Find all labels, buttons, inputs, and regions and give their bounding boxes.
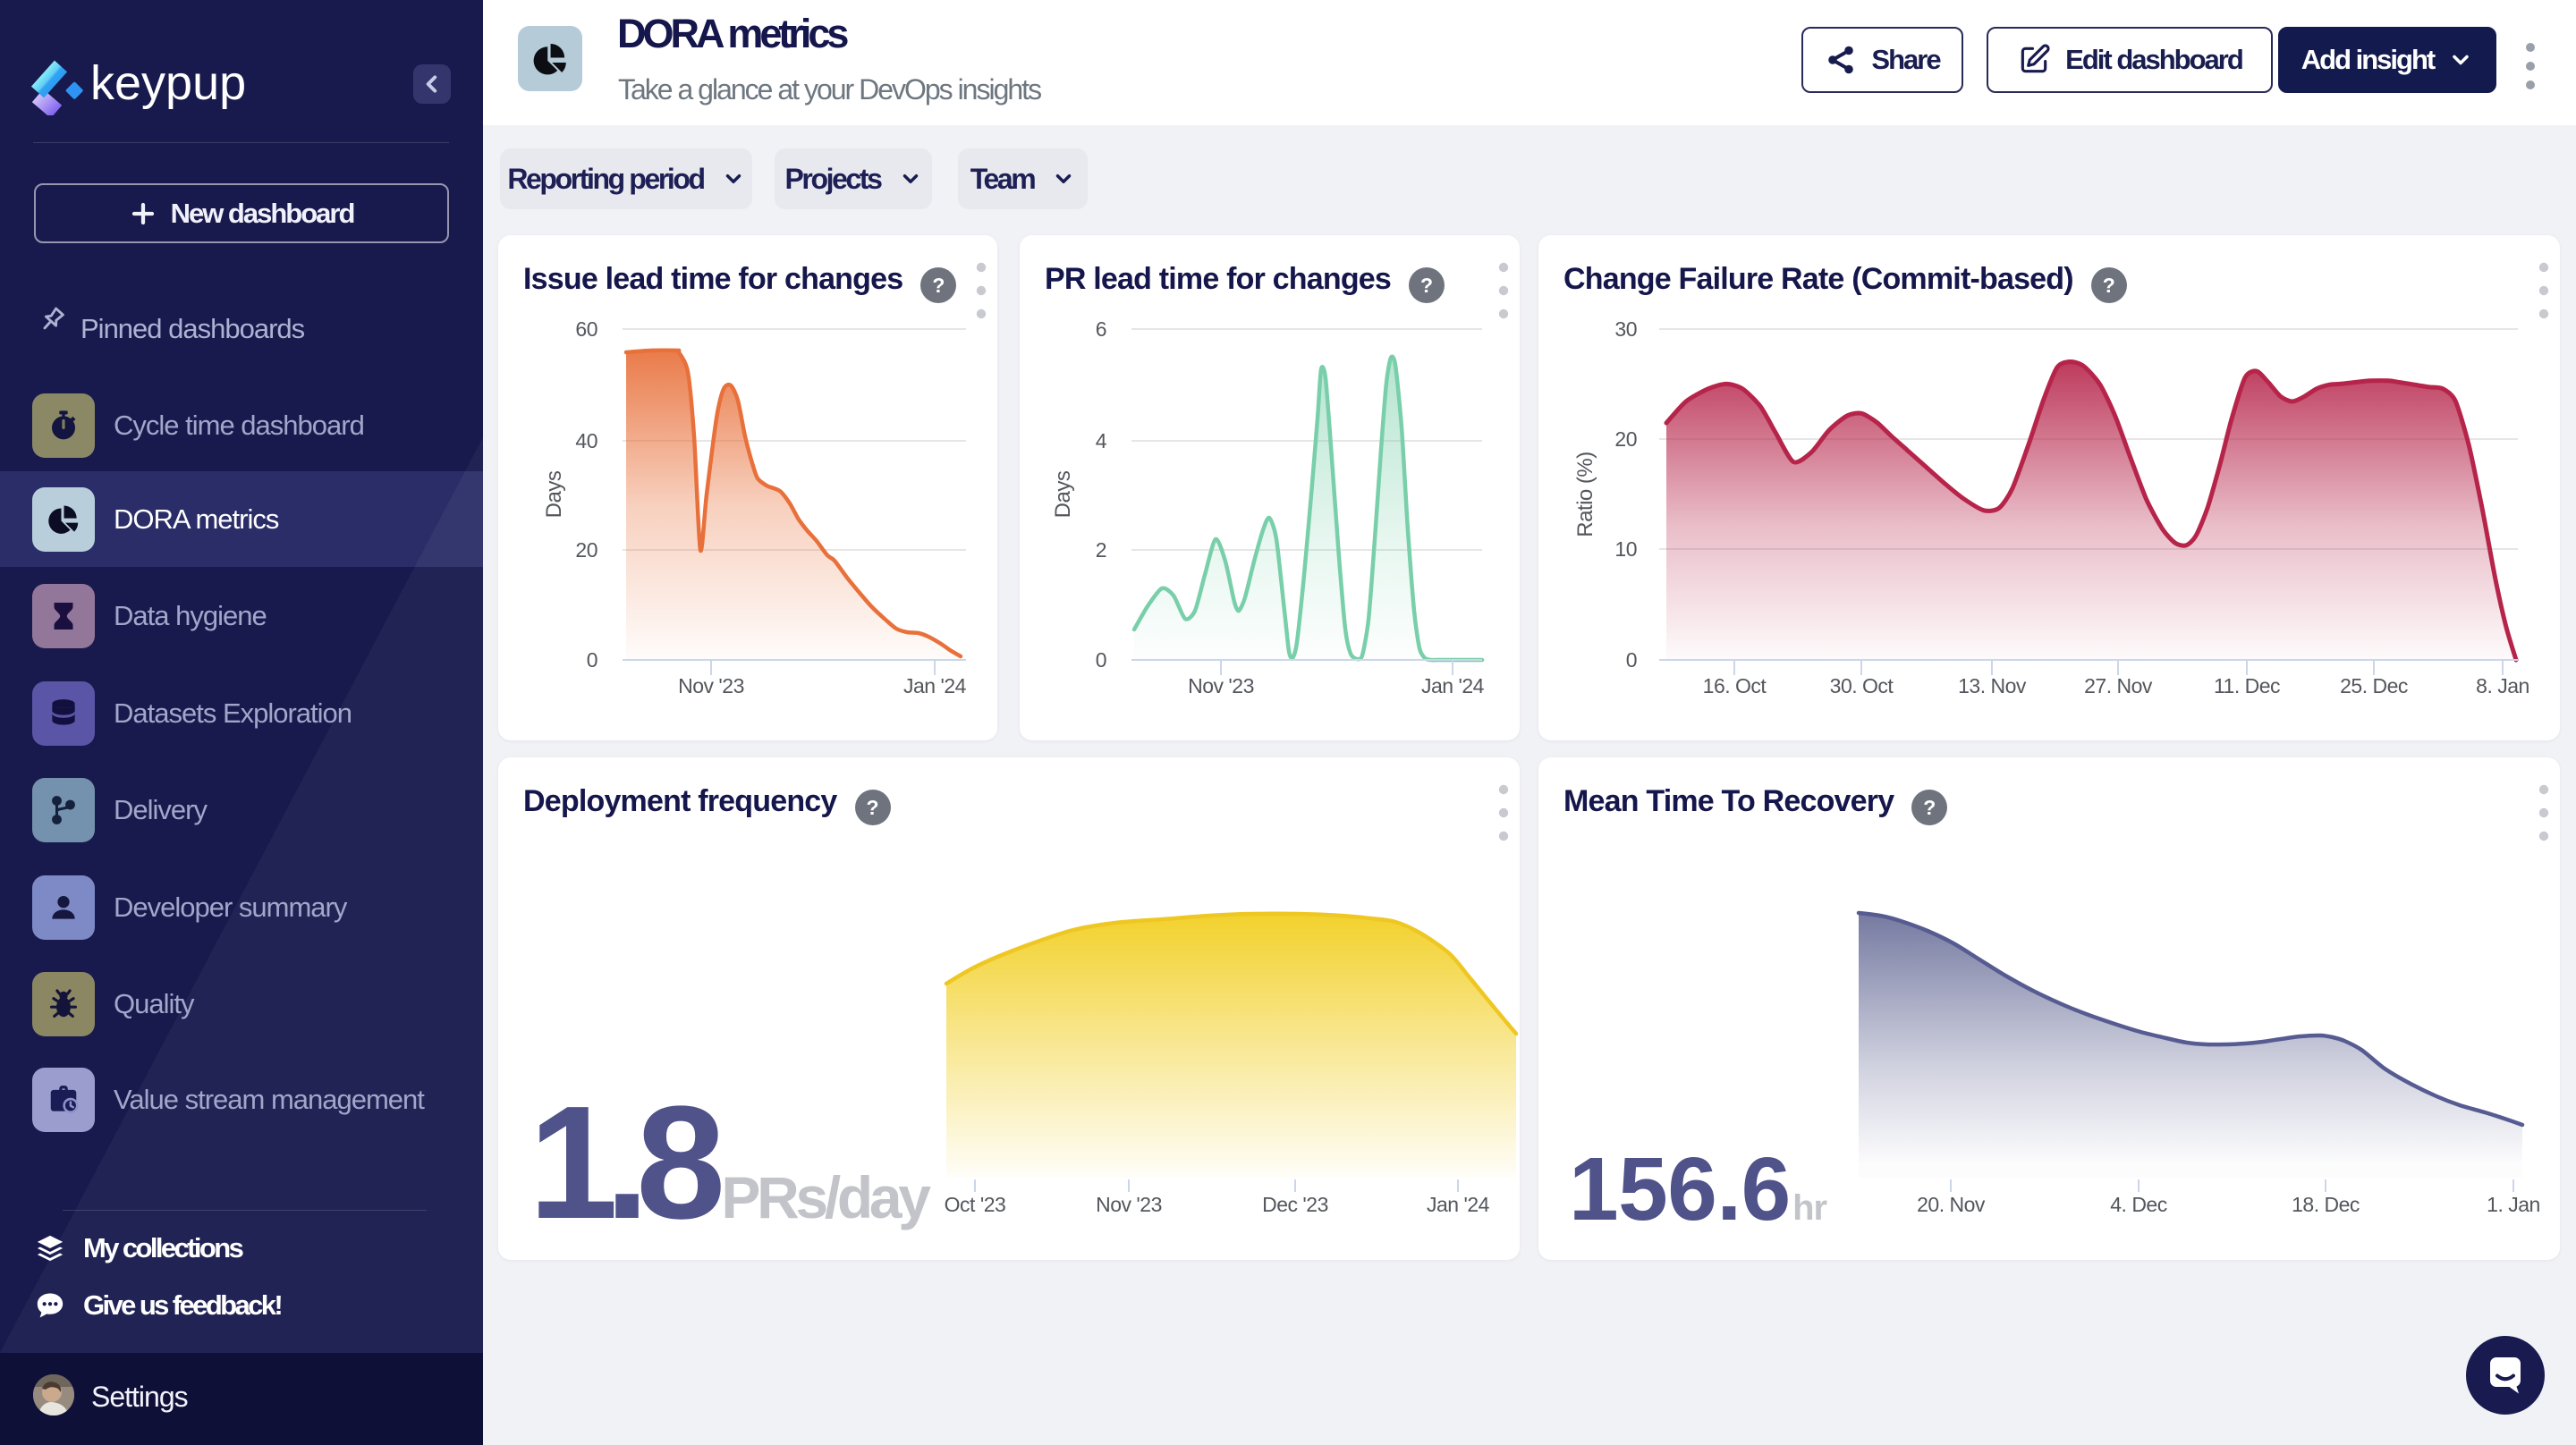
svg-text:Dec '23: Dec '23 (1262, 1193, 1328, 1216)
svg-text:Oct '23: Oct '23 (945, 1193, 1006, 1216)
svg-text:Ratio (%): Ratio (%) (1573, 452, 1597, 537)
svg-text:13. Nov: 13. Nov (1958, 674, 2027, 697)
svg-text:20: 20 (575, 538, 597, 562)
svg-text:Nov '23: Nov '23 (1096, 1193, 1162, 1216)
svg-text:60: 60 (575, 317, 597, 341)
svg-text:Jan '24: Jan '24 (1427, 1193, 1490, 1216)
svg-text:30. Oct: 30. Oct (1830, 674, 1894, 697)
svg-text:30: 30 (1614, 317, 1637, 341)
svg-text:Nov '23: Nov '23 (1188, 674, 1254, 697)
svg-text:27. Nov: 27. Nov (2084, 674, 2153, 697)
svg-text:40: 40 (575, 429, 597, 452)
svg-text:0: 0 (587, 648, 597, 672)
svg-text:1. Jan: 1. Jan (2487, 1193, 2540, 1216)
svg-text:20: 20 (1614, 427, 1637, 451)
svg-text:Days: Days (542, 470, 566, 518)
svg-text:11. Dec: 11. Dec (2214, 674, 2280, 697)
svg-text:25. Dec: 25. Dec (2340, 674, 2408, 697)
svg-text:Nov '23: Nov '23 (678, 674, 744, 697)
svg-text:18. Dec: 18. Dec (2292, 1193, 2360, 1216)
svg-text:10: 10 (1614, 537, 1637, 561)
svg-text:0: 0 (1096, 648, 1106, 672)
svg-text:16. Oct: 16. Oct (1703, 674, 1767, 697)
svg-text:Days: Days (1051, 470, 1075, 518)
svg-text:4: 4 (1096, 429, 1107, 452)
svg-text:6: 6 (1096, 317, 1106, 341)
svg-text:4. Dec: 4. Dec (2110, 1193, 2166, 1216)
svg-text:Jan '24: Jan '24 (1421, 674, 1485, 697)
svg-text:Jan '24: Jan '24 (903, 674, 967, 697)
svg-text:8. Jan: 8. Jan (2476, 674, 2529, 697)
svg-text:0: 0 (1626, 648, 1637, 672)
svg-text:20. Nov: 20. Nov (1917, 1193, 1986, 1216)
svg-text:2: 2 (1096, 538, 1106, 562)
